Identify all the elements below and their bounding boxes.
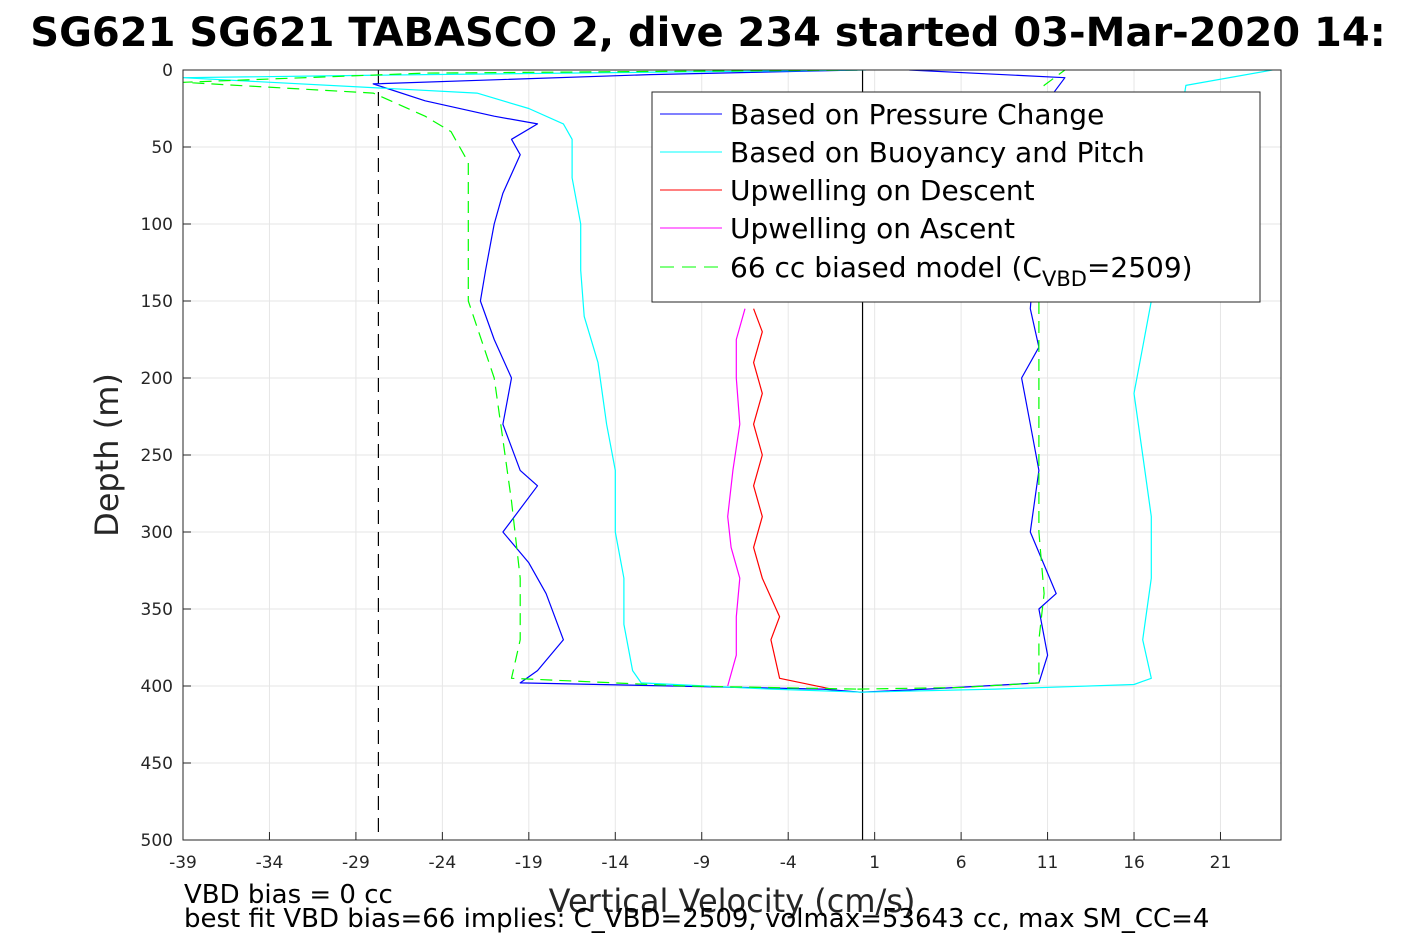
x-tick-label: 11 bbox=[1037, 853, 1059, 873]
y-tick-label: 100 bbox=[141, 215, 173, 235]
x-tick-label: -4 bbox=[780, 853, 797, 873]
y-axis-label: Depth (m) bbox=[88, 373, 126, 537]
x-tick-label: -29 bbox=[342, 853, 370, 873]
legend-label-pressure: Based on Pressure Change bbox=[730, 98, 1104, 131]
series-line bbox=[372, 70, 861, 693]
x-tick-label: -34 bbox=[256, 853, 284, 873]
series-line bbox=[183, 70, 858, 690]
x-tick-label: -19 bbox=[515, 853, 543, 873]
y-tick-label: 200 bbox=[141, 369, 173, 389]
x-ticks: -39 -34 -29 -24 -19 -14 -9 -4 1 6 11 16 21 bbox=[169, 832, 1231, 873]
y-tick-label: 350 bbox=[141, 600, 173, 620]
legend-label-biased-model: 66 cc biased model (CVBD=2509) bbox=[730, 251, 1193, 291]
legend-box bbox=[651, 91, 1261, 303]
x-axis-label: Vertical Velocity (cm/s) bbox=[549, 882, 916, 920]
note-vbd-bias: VBD bias = 0 cc bbox=[184, 880, 393, 910]
chart-title: SG621 SG621 TABASCO 2, dive 234 started … bbox=[30, 10, 1385, 56]
legend-label-upwelling-ascent: Upwelling on Ascent bbox=[730, 212, 1015, 245]
y-tick-label: 50 bbox=[151, 138, 173, 158]
legend-label-biased-suffix: =2509) bbox=[1087, 251, 1193, 284]
x-tick-label: 6 bbox=[956, 853, 967, 873]
y-tick-label: 450 bbox=[141, 754, 173, 774]
legend-label-buoyancy: Based on Buoyancy and Pitch bbox=[730, 136, 1145, 169]
x-tick-label: 16 bbox=[1123, 853, 1145, 873]
y-tick-label: 250 bbox=[141, 446, 173, 466]
legend-label-upwelling-descent: Upwelling on Descent bbox=[730, 174, 1035, 207]
x-tick-label: 1 bbox=[869, 853, 880, 873]
legend-label-biased-sub: VBD bbox=[1042, 267, 1087, 291]
legend-label-biased-prefix: 66 cc biased model (C bbox=[730, 251, 1042, 284]
y-tick-label: 400 bbox=[141, 677, 173, 697]
x-tick-label: -39 bbox=[169, 853, 197, 873]
y-ticks: 0 50 100 150 200 250 300 350 400 450 500 bbox=[141, 61, 191, 851]
x-tick-label: -14 bbox=[601, 853, 629, 873]
x-tick-label: -9 bbox=[693, 853, 710, 873]
y-tick-label: 500 bbox=[141, 831, 173, 851]
series-line bbox=[727, 308, 746, 687]
x-tick-label: 21 bbox=[1210, 853, 1232, 873]
x-tick-label: -24 bbox=[428, 853, 456, 873]
y-tick-label: 0 bbox=[162, 61, 173, 81]
note-best-fit: best fit VBD bias=66 implies: C_VBD=2509… bbox=[184, 904, 1209, 934]
series-line bbox=[183, 70, 867, 693]
y-tick-label: 150 bbox=[141, 292, 173, 312]
y-tick-label: 300 bbox=[141, 523, 173, 543]
legend: Based on Pressure Change Based on Buoyan… bbox=[651, 91, 1261, 303]
series-line bbox=[752, 308, 832, 690]
